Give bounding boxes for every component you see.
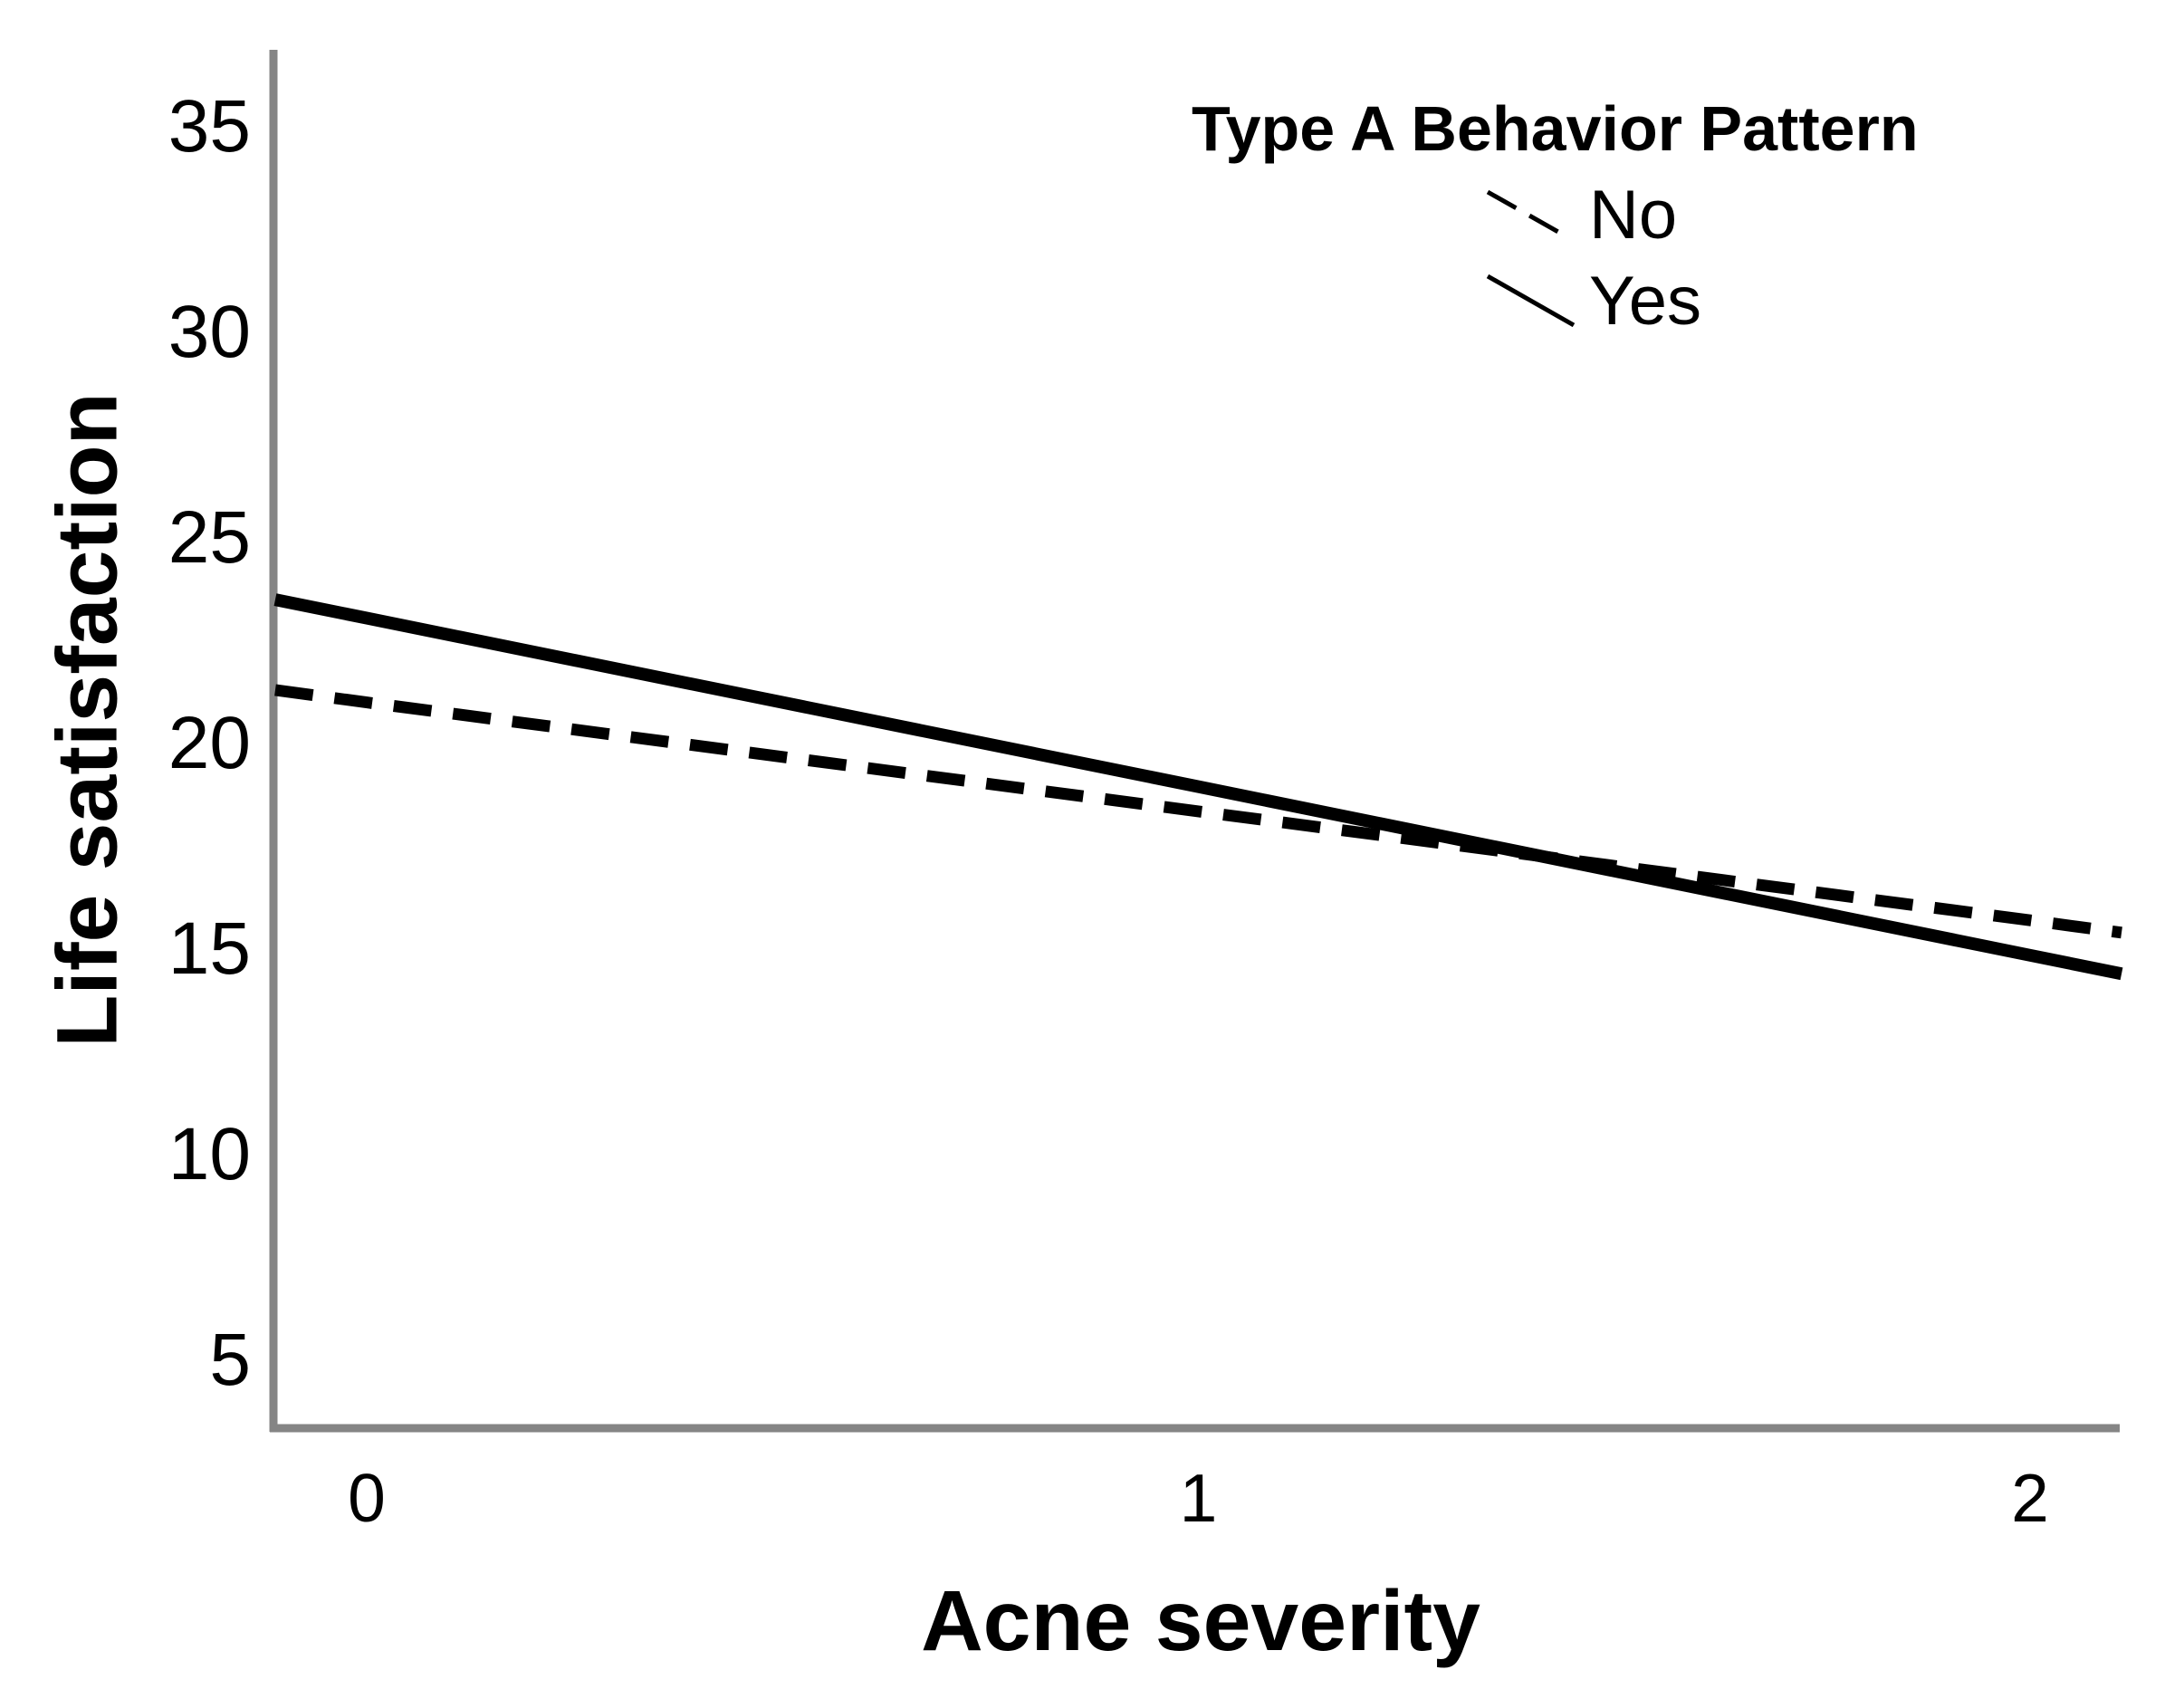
x-tick-label-0: 0	[348, 1460, 386, 1536]
y-tick-label-20: 20	[168, 702, 251, 784]
x-tick-label-2: 2	[2011, 1460, 2049, 1536]
y-tick-label-10: 10	[168, 1113, 251, 1195]
legend-entry-yes: Yes	[1483, 258, 1701, 344]
y-tick-label-5: 5	[209, 1319, 251, 1401]
series-line-yes	[273, 593, 2123, 981]
legend: No Yes	[1483, 172, 1701, 344]
y-tick-label-30: 30	[168, 291, 251, 373]
solid-line-sample-icon	[1486, 274, 1576, 327]
legend-label-no: No	[1589, 177, 1678, 254]
x-axis-title: Acne severity	[921, 1573, 1480, 1669]
legend-title: Type A Behavior Pattern	[1192, 93, 1919, 164]
legend-entry-no: No	[1483, 172, 1701, 258]
y-tick-label-25: 25	[168, 496, 251, 579]
y-axis-title: Life satisfaction	[39, 392, 136, 1048]
y-tick-label-35: 35	[168, 85, 251, 168]
dashed-line-sample-icon	[1486, 189, 1573, 241]
series-line-no	[274, 684, 2122, 939]
legend-label-yes: Yes	[1589, 263, 1701, 340]
y-tick-label-15: 15	[168, 907, 251, 990]
x-tick-label-1: 1	[1179, 1460, 1218, 1536]
